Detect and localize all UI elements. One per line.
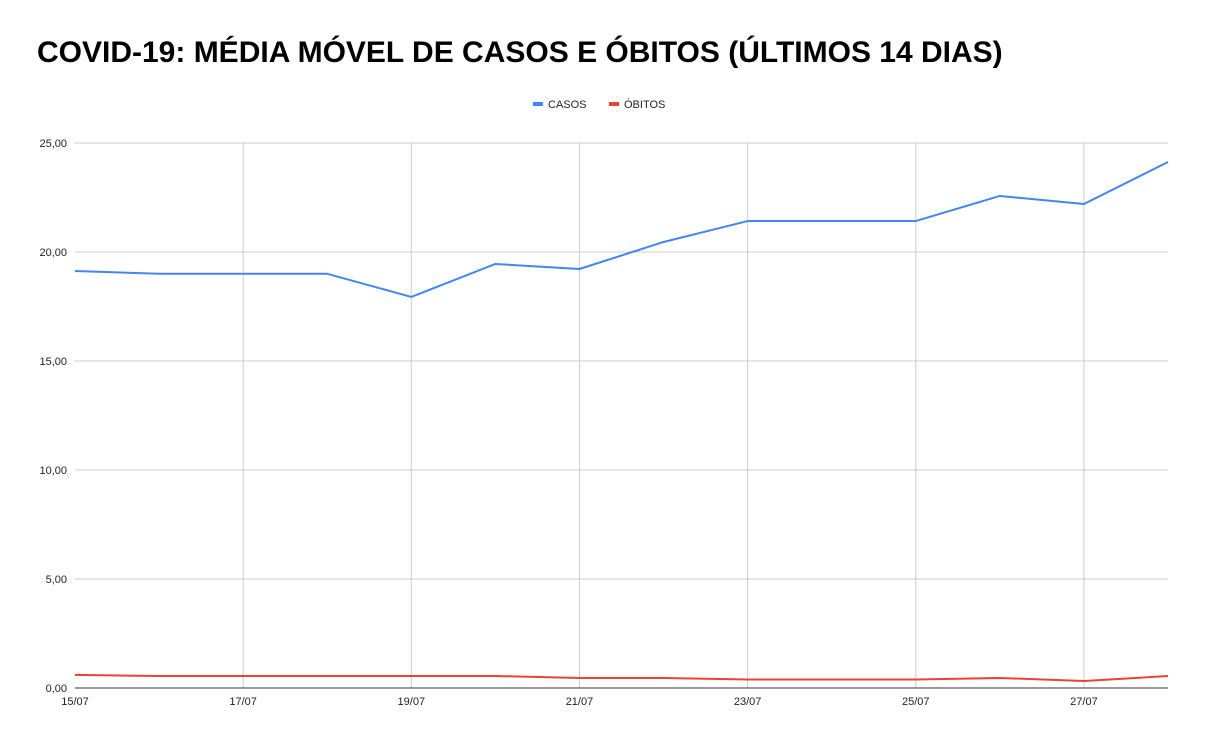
series-line-óbitos xyxy=(74,673,1169,683)
legend-label: ÓBITOS xyxy=(624,98,665,111)
x-tick-label: 23/07 xyxy=(734,696,762,708)
series-line-casos xyxy=(74,161,1169,298)
x-tick-label: 27/07 xyxy=(1070,696,1098,708)
y-tick-label: 0,00 xyxy=(46,683,67,695)
y-tick-label: 25,00 xyxy=(39,138,67,150)
x-tick-label: 15/07 xyxy=(61,696,89,708)
x-tick-label: 25/07 xyxy=(902,696,930,708)
chart-title: COVID-19: MÉDIA MÓVEL DE CASOS E ÓBITOS … xyxy=(37,36,1003,69)
x-tick-label: 21/07 xyxy=(566,696,594,708)
y-tick-label: 20,00 xyxy=(39,247,67,259)
y-tick-label: 10,00 xyxy=(39,465,67,477)
x-tick-label: 17/07 xyxy=(229,696,257,708)
y-tick-label: 5,00 xyxy=(46,574,67,586)
x-tick-label: 19/07 xyxy=(398,696,426,708)
legend-label: CASOS xyxy=(548,99,587,111)
y-tick-label: 15,00 xyxy=(39,356,67,368)
